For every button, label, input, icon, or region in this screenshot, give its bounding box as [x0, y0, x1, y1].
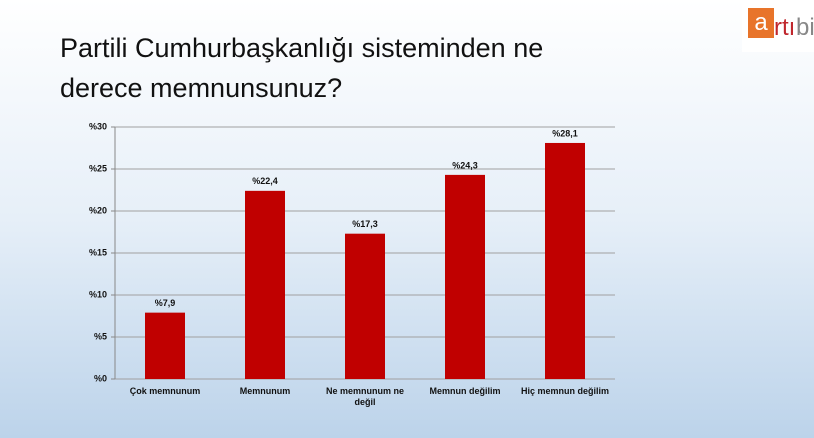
y-tick-label: %5	[94, 331, 107, 341]
x-tick-label: Hiç memnun değilim	[520, 386, 609, 396]
x-tick-label: Ne memnunum ne değil	[325, 386, 404, 407]
x-tick-label: Çok memnunum	[129, 386, 201, 396]
logo: a rtı bir	[742, 0, 814, 52]
data-label: %7,9	[155, 298, 176, 308]
bar	[245, 190, 285, 379]
data-label: %28,1	[552, 128, 578, 138]
y-tick-label: %25	[89, 163, 107, 173]
y-tick-label: %20	[89, 205, 107, 215]
bar	[445, 174, 485, 379]
y-tick-label: %0	[94, 373, 107, 383]
chart-title: Partili Cumhurbaşkanlığı sisteminden ne …	[60, 33, 544, 103]
logo-text: rtı	[774, 14, 796, 41]
y-tick-label: %30	[89, 121, 107, 131]
data-label: %17,3	[352, 219, 378, 229]
x-tick-label: Memnun değilim	[429, 386, 501, 396]
y-tick-label: %10	[89, 289, 107, 299]
logo-text: bir	[796, 14, 814, 41]
data-label: %22,4	[252, 176, 278, 186]
bar	[145, 312, 185, 379]
x-tick-label: Memnunum	[239, 386, 291, 396]
y-tick-label: %15	[89, 247, 107, 257]
bar	[545, 142, 585, 379]
data-label: %24,3	[452, 160, 478, 170]
logo-mark: a	[748, 8, 774, 38]
bar	[345, 233, 385, 379]
